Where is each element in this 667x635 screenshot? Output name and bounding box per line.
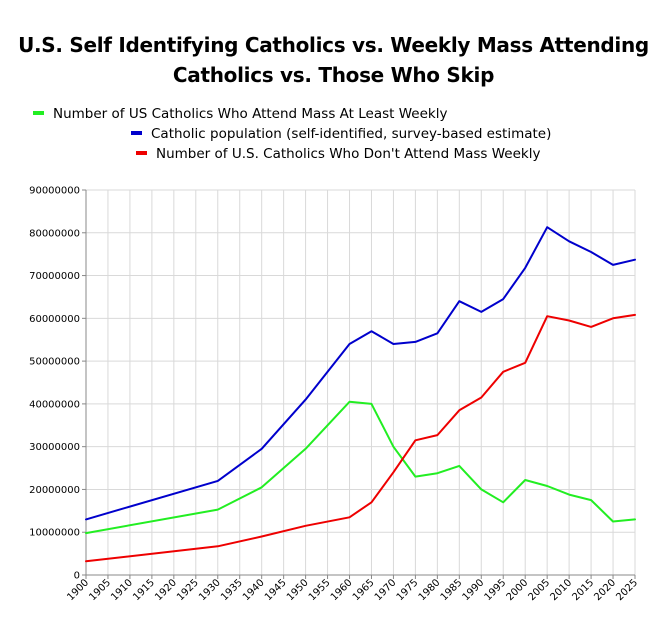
y-tick-label: 10000000 (29, 528, 80, 539)
x-tick-label: 1955 (307, 577, 333, 603)
legend-swatch-skip (136, 151, 147, 155)
series-lines (85, 226, 636, 563)
chart-title-line-1: U.S. Self Identifying Catholics vs. Week… (18, 33, 649, 57)
axes (82, 189, 636, 579)
x-tick-label: 1925 (175, 577, 201, 603)
y-tick-label: 30000000 (29, 442, 80, 453)
legend-swatch-population (131, 131, 142, 135)
series-line-skip (85, 313, 636, 563)
x-tick-label: 1960 (329, 577, 355, 603)
x-tick-label: 1975 (395, 577, 421, 603)
x-tick-label: 2010 (548, 577, 574, 603)
x-tick-label: 1945 (263, 577, 289, 603)
x-tick-label: 1990 (461, 577, 487, 603)
legend-swatch-weekly (33, 111, 44, 115)
series-line-weekly (85, 400, 636, 535)
x-tick-label: 2015 (570, 577, 596, 603)
y-tick-label: 50000000 (29, 357, 80, 368)
series-line-population (85, 226, 636, 521)
x-tick-label: 1995 (483, 577, 509, 603)
x-tick-label: 1950 (285, 577, 311, 603)
legend-item-weekly: Number of US Catholics Who Attend Mass A… (33, 104, 447, 124)
x-tick-label: 1910 (109, 577, 135, 603)
x-tick-label: 1935 (219, 577, 245, 603)
x-tick-label: 1980 (417, 577, 443, 603)
chart-title: U.S. Self Identifying Catholics vs. Week… (0, 30, 667, 90)
y-tick-label: 40000000 (29, 399, 80, 410)
legend-item-skip: Number of U.S. Catholics Who Don't Atten… (136, 144, 540, 164)
legend-item-population: Catholic population (self-identified, su… (131, 124, 551, 144)
y-tick-label: 0 (74, 571, 80, 582)
x-tick-label: 2000 (505, 577, 531, 603)
chart-title-line-2: Catholics vs. Those Who Skip (172, 63, 495, 87)
x-tick-label: 1900 (65, 577, 91, 603)
legend-label-skip: Number of U.S. Catholics Who Don't Atten… (156, 146, 541, 162)
legend-label-weekly: Number of US Catholics Who Attend Mass A… (53, 106, 448, 122)
x-tick-label: 1940 (241, 577, 267, 603)
x-tick-label: 1965 (351, 577, 377, 603)
x-tick-label: 1930 (197, 577, 223, 603)
y-axis-ticks: 0 10000000 20000000 30000000 40000000 5000000… (29, 186, 80, 582)
line-chart: 0 10000000 20000000 30000000 40000000 5000000… (29, 186, 640, 604)
x-tick-label: 1915 (131, 577, 157, 603)
legend: Number of US Catholics Who Attend Mass A… (0, 104, 667, 164)
x-tick-label: 1970 (373, 577, 399, 603)
y-tick-label: 70000000 (29, 271, 80, 282)
y-tick-label: 20000000 (29, 485, 80, 496)
grid (85, 189, 636, 576)
x-tick-label: 1905 (87, 577, 113, 603)
legend-label-population: Catholic population (self-identified, su… (151, 126, 552, 142)
y-tick-label: 90000000 (29, 186, 80, 197)
x-tick-label: 2005 (527, 577, 553, 603)
y-tick-label: 80000000 (29, 228, 80, 239)
x-tick-label: 1985 (439, 577, 465, 603)
x-tick-label: 1920 (153, 577, 179, 603)
x-axis-ticks: 1900190519101915192019251930193519401945… (65, 577, 640, 603)
y-tick-label: 60000000 (29, 314, 80, 325)
x-tick-label: 2025 (614, 577, 640, 603)
x-tick-label: 2020 (592, 577, 618, 603)
